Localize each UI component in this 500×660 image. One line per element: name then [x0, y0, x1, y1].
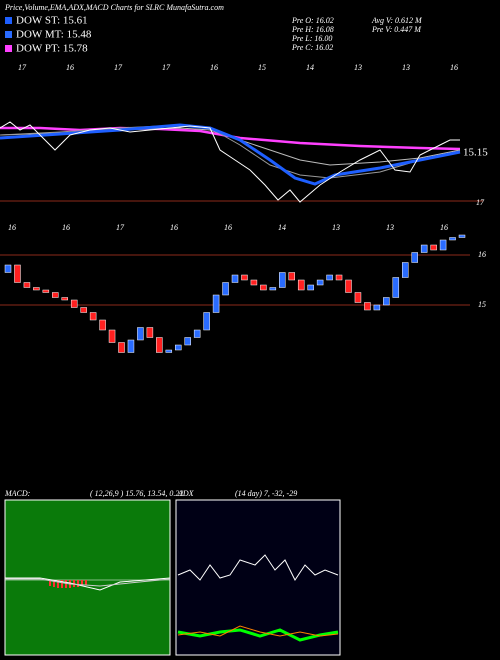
candle-body: [99, 319, 106, 331]
candle-body: [458, 234, 466, 238]
candle-body: [156, 337, 163, 353]
legend-entry: DOW MT: 15.48: [16, 29, 92, 41]
date-label: 16: [440, 223, 448, 232]
y-tick-label: 15: [478, 300, 486, 309]
candle-body: [439, 239, 447, 251]
legend-swatch: [5, 17, 12, 24]
candle-body: [335, 274, 343, 281]
quote: Pre H: 16.08: [291, 25, 334, 34]
candle-body: [383, 297, 390, 306]
date-label: 17: [114, 63, 123, 72]
quote: Pre O: 16.02: [291, 16, 334, 25]
candle-body: [402, 262, 409, 278]
candle-body: [250, 279, 258, 286]
date-label: 16: [210, 63, 218, 72]
candle-body: [364, 302, 371, 311]
macd-label: MACD:: [4, 489, 31, 498]
legend-swatch: [5, 31, 12, 38]
candle-body: [14, 264, 21, 283]
quote: Pre L: 16.00: [291, 34, 332, 43]
di-line: [177, 625, 339, 637]
title: Price,Volume,EMA,ADX,MACD Charts for SLR…: [4, 3, 224, 12]
candle-body: [316, 279, 324, 286]
candle-body: [203, 312, 210, 331]
legend-swatch: [5, 45, 12, 52]
candle-body: [61, 297, 68, 301]
y-tick-label: 16: [478, 250, 486, 259]
candle-body: [222, 282, 229, 296]
candle-body: [137, 327, 144, 341]
candle-body: [184, 337, 191, 346]
candle-body: [108, 329, 116, 343]
candle-body: [80, 307, 87, 313]
macd-line: [5, 578, 171, 587]
adx-label: ADX: [177, 489, 195, 498]
ema-line: [0, 126, 461, 151]
candle-body: [4, 264, 12, 273]
adx-panel: [175, 499, 341, 656]
candle-body: [430, 244, 437, 251]
candle-body: [373, 304, 381, 311]
date-label: 16: [66, 63, 74, 72]
date-label: 17: [18, 63, 27, 72]
date-label: 17: [162, 63, 171, 72]
candle-body: [52, 292, 59, 298]
legend-entry: DOW ST: 15.61: [16, 15, 88, 27]
candle-body: [411, 252, 418, 263]
candle-body: [165, 349, 173, 353]
candle-body: [449, 237, 456, 241]
di-line: [177, 628, 339, 642]
date-label: 13: [354, 63, 362, 72]
date-label: 13: [332, 223, 340, 232]
candle-body: [23, 282, 31, 288]
date-label: 16: [62, 223, 70, 232]
candle-body: [118, 342, 125, 353]
macd-line: [5, 577, 171, 591]
candle-body: [420, 244, 428, 253]
date-label: 16: [224, 223, 232, 232]
candle-body: [193, 329, 201, 338]
candle-body: [241, 274, 248, 281]
date-label: 16: [450, 63, 458, 72]
adx-line: [177, 554, 339, 581]
candle-body: [260, 284, 267, 291]
candle-body: [288, 272, 295, 281]
quote: Pre V: 0.447 M: [371, 25, 422, 34]
macd-values: ( 12,26,9 ) 15.76, 13.54, 0.22: [90, 489, 183, 498]
candle-body: [231, 274, 239, 283]
candle-body: [175, 344, 182, 351]
adx-values: (14 day) 7, -32, -29: [235, 489, 297, 498]
candle-body: [269, 287, 277, 291]
last-label: 15.15: [463, 147, 488, 159]
candle-body: [212, 294, 220, 313]
candle-body: [146, 327, 154, 338]
date-label: 16: [8, 223, 16, 232]
quote: Pre C: 16.02: [291, 43, 333, 52]
candle-body: [392, 277, 400, 298]
date-label: 14: [306, 63, 314, 72]
candle-body: [326, 274, 333, 281]
candle-body: [345, 279, 352, 293]
ema-line: [0, 124, 461, 179]
date-label: 13: [402, 63, 410, 72]
scale-label: 17: [476, 198, 485, 207]
candle-body: [307, 284, 314, 291]
candle-body: [70, 299, 78, 308]
date-label: 13: [386, 223, 394, 232]
candle-body: [297, 279, 305, 291]
candle-body: [33, 287, 40, 291]
date-label: 17: [116, 223, 125, 232]
date-label: 15: [258, 63, 266, 72]
legend-entry: DOW PT: 15.78: [16, 43, 88, 55]
candle-body: [279, 272, 286, 288]
price-line: [0, 121, 460, 203]
candle-body: [127, 339, 135, 353]
candle-body: [42, 289, 50, 293]
candle-body: [354, 292, 362, 303]
candle-body: [89, 312, 97, 321]
date-label: 14: [278, 223, 286, 232]
quote: Avg V: 0.612 M: [371, 16, 423, 25]
date-label: 16: [170, 223, 178, 232]
